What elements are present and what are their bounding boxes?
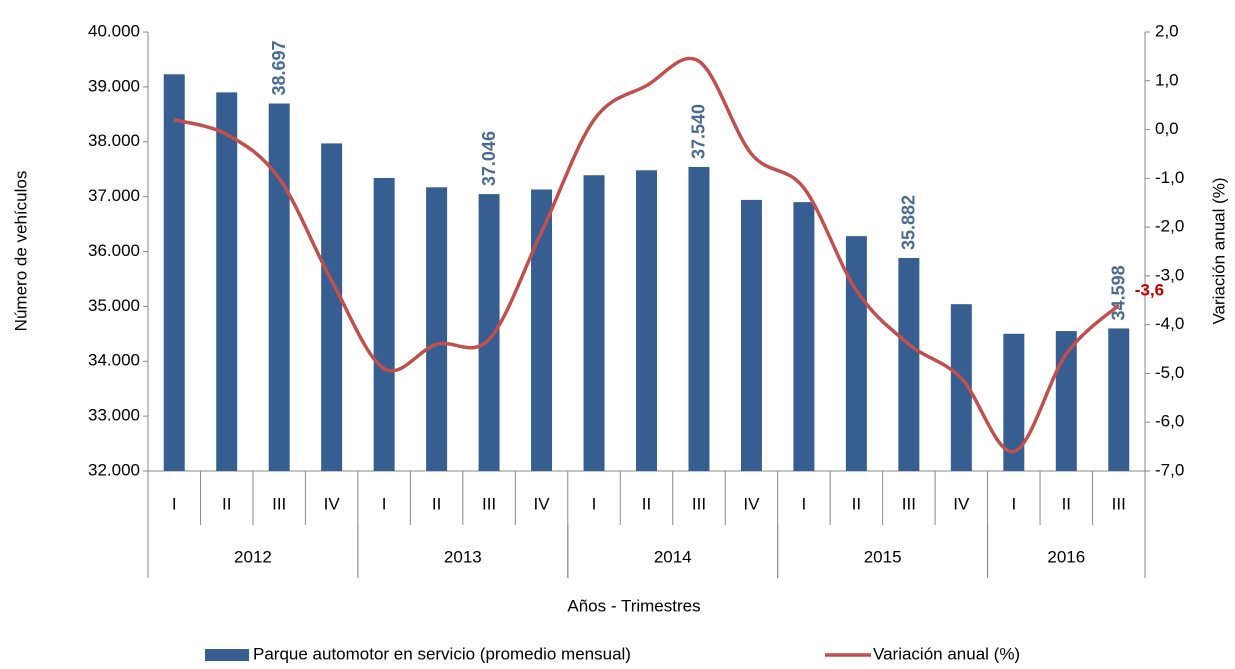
y2-tick-label: -2,0 — [1155, 217, 1184, 236]
y2-tick-label: -5,0 — [1155, 363, 1184, 382]
bar — [1108, 328, 1130, 471]
bar — [1003, 333, 1025, 471]
y2-tick-label: 0,0 — [1155, 119, 1179, 138]
bar — [636, 170, 657, 471]
x-tick-label: II — [222, 494, 231, 513]
bar — [898, 257, 920, 471]
data-label: 37.540 — [689, 104, 709, 159]
y-tick-label: 34.000 — [88, 351, 140, 370]
data-label: 34.598 — [1109, 265, 1129, 320]
bar — [740, 199, 762, 472]
y-tick-label: 33.000 — [88, 406, 140, 425]
x-tick-label: IV — [534, 494, 551, 513]
legend-label: Parque automotor en servicio (promedio m… — [253, 644, 631, 663]
data-label: -3,6 — [1135, 281, 1164, 300]
y2-tick-label: -6,0 — [1155, 412, 1184, 431]
x-tick-label: IV — [743, 494, 760, 513]
bar — [688, 166, 710, 471]
data-label: 37.046 — [479, 131, 499, 186]
x-tick-label: III — [272, 494, 286, 513]
x-tick-label: I — [802, 494, 807, 513]
bar — [268, 103, 290, 471]
legend-swatch — [205, 649, 249, 661]
y2-axis-title: Variación anual (%) — [1209, 177, 1228, 324]
data-label: 35.882 — [899, 195, 919, 250]
y-tick-label: 37.000 — [88, 186, 140, 205]
x-tick-label: I — [1011, 494, 1016, 513]
y2-tick-label: -1,0 — [1155, 168, 1184, 187]
x-tick-label: IV — [324, 494, 341, 513]
y2-tick-label: -4,0 — [1155, 314, 1184, 333]
y2-tick-label: -3,0 — [1155, 265, 1184, 284]
group-label: 2012 — [234, 547, 272, 566]
y2-tick-label: 2,0 — [1155, 21, 1179, 40]
bar — [793, 202, 815, 472]
x-tick-label: IV — [953, 494, 970, 513]
y-tick-label: 36.000 — [88, 241, 140, 260]
y-tick-label: 35.000 — [88, 296, 140, 315]
y-tick-label: 32.000 — [88, 460, 140, 479]
bar — [373, 177, 395, 471]
bar — [478, 194, 500, 471]
bar — [845, 236, 867, 471]
group-label: 2015 — [864, 547, 902, 566]
x-axis-title: Años - Trimestres — [567, 596, 700, 615]
x-tick-label: II — [1062, 494, 1071, 513]
bar — [950, 304, 972, 471]
x-tick-label: II — [642, 494, 651, 513]
bar — [163, 74, 185, 471]
group-label: 2014 — [654, 547, 692, 566]
bar — [531, 189, 553, 471]
y-axis-title: Número de vehículos — [11, 171, 30, 332]
x-tick-label: II — [852, 494, 861, 513]
y-tick-label: 38.000 — [88, 131, 140, 150]
y2-tick-label: -7,0 — [1155, 460, 1184, 479]
group-label: 2016 — [1047, 547, 1085, 566]
legend-label: Variación anual (%) — [873, 644, 1020, 663]
y2-tick-label: 1,0 — [1155, 70, 1179, 89]
x-tick-label: I — [172, 494, 177, 513]
data-label: 38.697 — [269, 40, 289, 95]
x-tick-label: III — [482, 494, 496, 513]
bar — [426, 187, 448, 471]
x-tick-label: III — [692, 494, 706, 513]
y-tick-label: 40.000 — [88, 21, 140, 40]
group-label: 2013 — [444, 547, 482, 566]
x-tick-label: III — [902, 494, 916, 513]
bar — [216, 92, 238, 472]
bar — [583, 175, 605, 471]
x-tick-label: II — [432, 494, 441, 513]
bar — [321, 143, 343, 472]
y-tick-label: 39.000 — [88, 76, 140, 95]
line — [173, 56, 1120, 454]
x-tick-label: I — [382, 494, 387, 513]
x-tick-label: I — [592, 494, 597, 513]
x-tick-label: III — [1112, 494, 1126, 513]
